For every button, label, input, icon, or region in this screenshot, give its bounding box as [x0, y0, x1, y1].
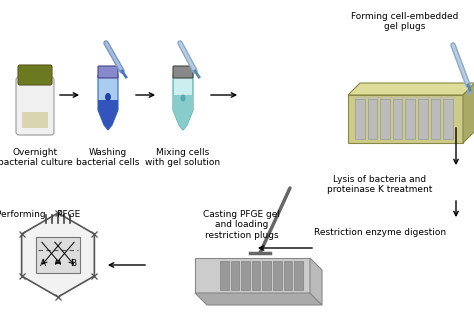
FancyBboxPatch shape — [22, 112, 48, 128]
FancyBboxPatch shape — [393, 99, 402, 139]
Polygon shape — [431, 97, 442, 99]
Polygon shape — [380, 97, 392, 99]
Text: Casting PFGE gel
and loading
restriction plugs: Casting PFGE gel and loading restriction… — [203, 210, 281, 240]
FancyBboxPatch shape — [431, 99, 440, 139]
Polygon shape — [368, 97, 379, 99]
Polygon shape — [405, 97, 417, 99]
Polygon shape — [355, 97, 366, 99]
FancyBboxPatch shape — [16, 77, 54, 135]
Text: Mixing cells
with gel solution: Mixing cells with gel solution — [146, 148, 220, 167]
Polygon shape — [348, 83, 474, 95]
FancyBboxPatch shape — [273, 261, 282, 290]
FancyBboxPatch shape — [294, 261, 303, 290]
Text: Lysis of bacteria and
proteinase K treatment: Lysis of bacteria and proteinase K treat… — [328, 175, 433, 194]
FancyBboxPatch shape — [241, 261, 250, 290]
Polygon shape — [22, 213, 94, 297]
Text: A: A — [40, 258, 46, 268]
Polygon shape — [443, 97, 455, 99]
Polygon shape — [393, 97, 404, 99]
FancyBboxPatch shape — [418, 99, 428, 139]
FancyBboxPatch shape — [443, 99, 453, 139]
FancyBboxPatch shape — [173, 66, 193, 78]
Text: Overnight
bacterial culture: Overnight bacterial culture — [0, 148, 73, 167]
Text: Washing
bacterial cells: Washing bacterial cells — [76, 148, 140, 167]
Polygon shape — [98, 100, 118, 130]
FancyBboxPatch shape — [355, 99, 365, 139]
Text: B: B — [70, 258, 76, 268]
Ellipse shape — [467, 89, 471, 95]
Ellipse shape — [181, 94, 185, 101]
Ellipse shape — [105, 93, 111, 101]
FancyBboxPatch shape — [405, 99, 415, 139]
FancyBboxPatch shape — [36, 237, 80, 273]
Text: Forming cell-embedded
gel plugs: Forming cell-embedded gel plugs — [351, 12, 459, 31]
Polygon shape — [195, 258, 310, 293]
FancyBboxPatch shape — [231, 261, 239, 290]
Polygon shape — [310, 258, 322, 305]
Text: Restriction enzyme digestion: Restriction enzyme digestion — [314, 228, 446, 237]
Polygon shape — [418, 97, 430, 99]
FancyBboxPatch shape — [220, 261, 228, 290]
Polygon shape — [348, 95, 463, 143]
Polygon shape — [173, 95, 193, 130]
FancyBboxPatch shape — [284, 261, 292, 290]
FancyBboxPatch shape — [98, 66, 118, 78]
Polygon shape — [173, 75, 193, 130]
FancyBboxPatch shape — [18, 65, 52, 85]
Polygon shape — [98, 75, 118, 130]
FancyBboxPatch shape — [380, 99, 390, 139]
Polygon shape — [195, 293, 322, 305]
Text: Performing    PFGE: Performing PFGE — [0, 210, 80, 219]
FancyBboxPatch shape — [252, 261, 261, 290]
FancyBboxPatch shape — [368, 99, 377, 139]
FancyBboxPatch shape — [263, 261, 271, 290]
Polygon shape — [463, 83, 474, 143]
